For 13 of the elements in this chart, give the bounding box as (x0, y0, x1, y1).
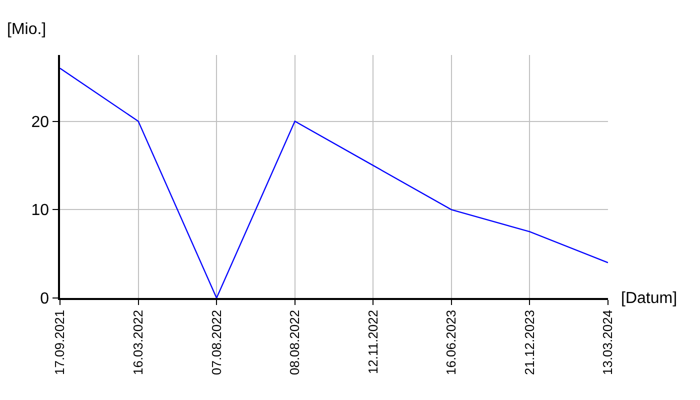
x-tick-label: 17.09.2021 (52, 310, 68, 376)
x-tick-label: 13.03.2024 (600, 310, 616, 376)
x-tick-label: 12.11.2022 (365, 310, 380, 374)
x-tick-label: 08.08.2022 (287, 310, 302, 376)
x-tick-label: 16.06.2023 (444, 310, 459, 376)
y-axis-title: [Mio.] (7, 21, 46, 38)
y-tick-label: 10 (31, 202, 50, 220)
x-tick-label: 07.08.2022 (208, 310, 224, 376)
x-tick-label: 21.12.2023 (522, 310, 537, 376)
x-axis-title: [Datum] (621, 290, 678, 307)
y-tick-label: 20 (31, 114, 50, 131)
y-tick-label: 0 (40, 290, 50, 308)
x-tick-label: 16.03.2022 (130, 310, 146, 376)
